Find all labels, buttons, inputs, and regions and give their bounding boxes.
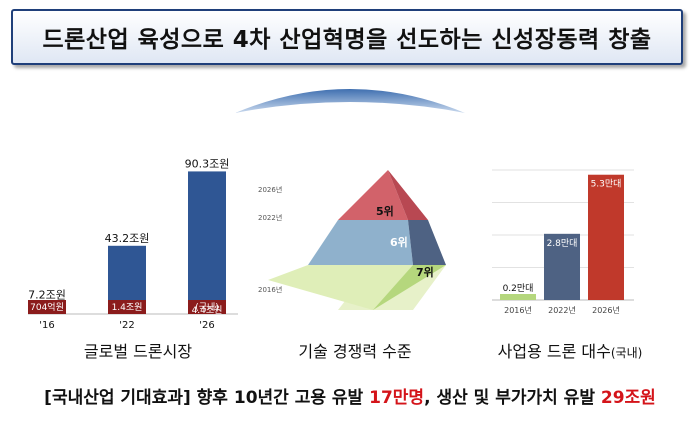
commercial-drone-caption-suffix: (국내): [610, 346, 643, 360]
footer-prefix: [국내산업 기대효과] 향후 10년간 고용 유발: [44, 388, 370, 408]
pyramid-year-label: 2016년: [258, 285, 282, 294]
bar-domestic-1: [108, 300, 146, 314]
domestic-value-label: 1.4조원: [112, 302, 143, 313]
x-tick-label: '16: [39, 320, 54, 331]
bar-value-label: 2.8만대: [547, 238, 578, 249]
x-tick-label: '26: [199, 320, 214, 331]
footer-value-added: 29조원: [600, 388, 656, 408]
pyramid-rank-label: 5위: [376, 205, 394, 218]
bar-total-2: [188, 171, 226, 314]
total-value-label: 90.3조원: [185, 157, 230, 170]
commercial-drone-count-chart: 0.2만대 2016년 2.8만대 2022년 5.3만대 2026년: [492, 169, 634, 315]
expected-effects-footer: [국내산업 기대효과] 향후 10년간 고용 유발 17만명, 생산 및 부가가…: [0, 383, 700, 408]
domestic-value-label: 4.4조원: [192, 305, 223, 316]
total-value-label: 43.2조원: [105, 232, 150, 245]
up-arrow-icon: [235, 89, 465, 113]
domestic-value-label: 704억원: [30, 301, 64, 313]
x-tick-label: 2022년: [548, 305, 576, 315]
pyramid-rank-label: 6위: [390, 236, 408, 249]
commercial-drone-caption-text: 사업용 드론 대수: [497, 342, 611, 361]
bar-commercial-0: [500, 294, 536, 300]
pyramid-bottom-front: [268, 265, 413, 310]
x-tick-label: '22: [119, 320, 134, 331]
bar-domestic-2: [188, 300, 226, 314]
bar-domestic-0: [28, 300, 66, 314]
x-tick-label: 2016년: [504, 305, 532, 315]
commercial-drone-caption: 사업용 드론 대수(국내): [470, 338, 670, 362]
pyramid-year-label: 2022년: [258, 213, 282, 222]
pyramid-rank-label: 7위: [416, 266, 434, 279]
pyramid-year-label: 2026년: [258, 185, 282, 194]
total-value-label: 7.2조원: [28, 289, 66, 302]
pyramid-mid-side: [408, 220, 446, 265]
bar-commercial-2: [588, 174, 624, 300]
x-tick-label: 2026년: [592, 305, 620, 315]
pyramid-mid-front: [308, 220, 413, 265]
pyramid-top-side: [388, 170, 428, 220]
domestic-annotation: (국내): [195, 302, 219, 313]
pyramid-top-front: [338, 170, 408, 220]
pyramid-bottom-side: [373, 265, 446, 310]
footer-middle: , 생산 및 부가가치 유발: [424, 388, 601, 408]
tech-competitiveness-caption: 기술 경쟁력 수준: [298, 342, 412, 361]
global-drone-market-caption: 글로벌 드론시장: [83, 342, 193, 361]
bar-value-label: 0.2만대: [503, 283, 534, 294]
bar-commercial-1: [544, 233, 580, 300]
bar-value-label: 5.3만대: [591, 179, 622, 190]
tech-competitiveness-pyramid: 2026년 2022년 2016년 5위 6위 7위: [258, 170, 446, 310]
footer-jobs-value: 17만명: [369, 388, 425, 408]
page-title: 드론산업 육성으로 4차 산업혁명을 선도하는 신성장동력 창출: [11, 9, 683, 65]
